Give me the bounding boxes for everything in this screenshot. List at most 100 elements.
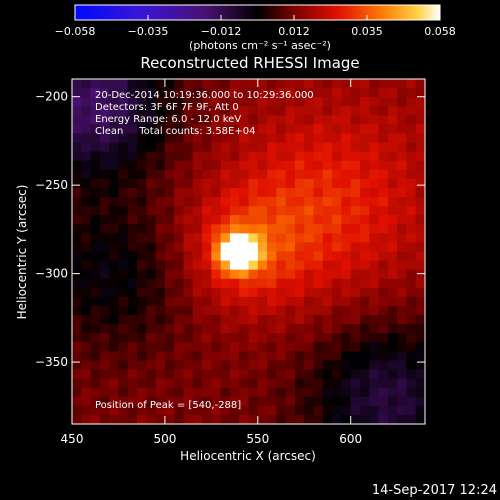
heatmap-cell <box>313 305 324 316</box>
heatmap-cell <box>359 215 370 225</box>
heatmap-cell <box>341 79 352 89</box>
heatmap-cell <box>99 106 110 116</box>
heatmap-cell <box>72 396 82 407</box>
heatmap-cell <box>146 233 157 244</box>
heatmap-cell <box>174 260 185 271</box>
heatmap-cell <box>220 342 231 352</box>
heatmap-cell <box>322 224 333 234</box>
heatmap-cell <box>239 215 250 225</box>
heatmap-cell <box>285 197 296 207</box>
heatmap-cell <box>211 342 222 352</box>
heatmap-cell <box>267 151 277 162</box>
heatmap-cell <box>267 124 277 135</box>
heatmap-cell <box>183 224 194 234</box>
heatmap-cell <box>183 305 194 316</box>
heatmap-cell <box>137 151 147 162</box>
heatmap-cell <box>146 79 157 89</box>
heatmap-cell <box>155 315 166 325</box>
heatmap-cell <box>406 160 417 171</box>
heatmap-cell <box>276 378 287 389</box>
heatmap-cell <box>350 351 361 362</box>
heatmap-cell <box>155 414 166 424</box>
heatmap-cell <box>406 269 417 280</box>
heatmap-cell <box>359 396 370 407</box>
heatmap-cell <box>109 269 120 280</box>
heatmap-cell <box>350 414 361 424</box>
heatmap-cell <box>109 206 120 216</box>
heatmap-cell <box>415 197 425 207</box>
heatmap-cell <box>99 197 110 207</box>
heatmap-cell <box>99 151 110 162</box>
heatmap-cell <box>387 387 398 398</box>
heatmap-cell <box>257 405 268 416</box>
heatmap-cell <box>155 178 166 189</box>
heatmap-cell <box>276 278 287 289</box>
heatmap-cell <box>202 296 212 307</box>
heatmap-cell <box>406 260 417 271</box>
heatmap-cell <box>369 278 380 289</box>
heatmap-cell <box>81 133 92 144</box>
heatmap-cell <box>406 88 417 98</box>
heatmap-cell <box>220 269 231 280</box>
heatmap-cell <box>99 369 110 380</box>
heatmap-cell <box>127 242 138 253</box>
heatmap-cell <box>202 315 212 325</box>
heatmap-cell <box>137 287 147 298</box>
heatmap-cell <box>90 88 101 98</box>
heatmap-cell <box>220 124 231 135</box>
heatmap-cell <box>248 405 259 416</box>
heatmap-cell <box>239 251 250 262</box>
heatmap-cell <box>90 124 101 135</box>
heatmap-cell <box>155 351 166 362</box>
heatmap-cell <box>332 106 342 116</box>
heatmap-cell <box>397 369 408 380</box>
heatmap-cell <box>378 151 389 162</box>
heatmap-cell <box>369 242 380 253</box>
heatmap-cell <box>72 169 82 180</box>
heatmap-cell <box>350 206 361 216</box>
heatmap-cell <box>137 378 147 389</box>
heatmap-cell <box>146 124 157 135</box>
heatmap-cell <box>109 315 120 325</box>
heatmap-cell <box>127 187 138 198</box>
heatmap-cell <box>285 206 296 216</box>
heatmap-cell <box>183 197 194 207</box>
heatmap-cell <box>174 169 185 180</box>
heatmap-cell <box>202 224 212 234</box>
heatmap-cell <box>313 296 324 307</box>
heatmap-cell <box>387 369 398 380</box>
heatmap-cell <box>220 206 231 216</box>
heatmap-cell <box>267 269 277 280</box>
heatmap-cell <box>81 387 92 398</box>
heatmap-cell <box>220 296 231 307</box>
heatmap-cell <box>257 233 268 244</box>
heatmap-cell <box>127 260 138 271</box>
heatmap-cell <box>332 378 342 389</box>
heatmap-cell <box>257 360 268 371</box>
heatmap-cell <box>239 396 250 407</box>
heatmap-cell <box>285 351 296 362</box>
heatmap-cell <box>174 106 185 116</box>
heatmap-cell <box>90 278 101 289</box>
heatmap-cell <box>127 79 138 89</box>
heatmap-cell <box>137 187 147 198</box>
heatmap-cell <box>397 160 408 171</box>
heatmap-cell <box>137 396 147 407</box>
heatmap-cell <box>99 315 110 325</box>
heatmap-cell <box>72 369 82 380</box>
heatmap-cell <box>415 224 425 234</box>
heatmap-cell <box>164 342 175 352</box>
heatmap-cell <box>220 133 231 144</box>
heatmap-cell <box>183 333 194 343</box>
heatmap-cell <box>192 269 203 280</box>
heatmap-cell <box>304 260 315 271</box>
heatmap-cell <box>211 324 222 334</box>
heatmap-cell <box>267 178 277 189</box>
heatmap-cell <box>220 106 231 116</box>
heatmap-cell <box>127 197 138 207</box>
heatmap-cell <box>378 169 389 180</box>
heatmap-cell <box>81 396 92 407</box>
heatmap-cell <box>304 251 315 262</box>
heatmap-cell <box>359 296 370 307</box>
heatmap-cell <box>229 333 240 343</box>
